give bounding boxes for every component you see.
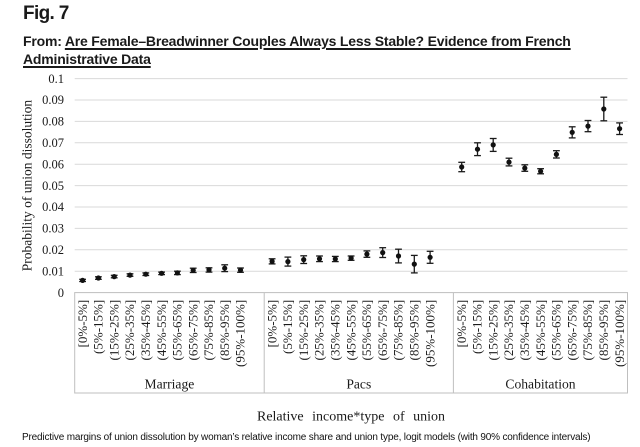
- svg-text:0.08: 0.08: [42, 115, 64, 129]
- svg-text:0.03: 0.03: [42, 222, 64, 236]
- svg-text:(85%-95%]: (85%-95%]: [217, 300, 232, 361]
- svg-text:(5%-15%]: (5%-15%]: [91, 300, 106, 354]
- svg-text:0.09: 0.09: [42, 93, 64, 107]
- svg-text:(25%-35%]: (25%-35%]: [501, 300, 516, 361]
- svg-text:(95%-100%]: (95%-100%]: [612, 300, 627, 367]
- svg-text:0.1: 0.1: [48, 72, 64, 86]
- svg-text:(85%-95%]: (85%-95%]: [407, 300, 422, 361]
- svg-text:(75%-85%]: (75%-85%]: [201, 300, 216, 361]
- svg-text:(85%-95%]: (85%-95%]: [596, 300, 611, 361]
- svg-text:0: 0: [58, 286, 64, 300]
- svg-text:0.01: 0.01: [42, 264, 64, 278]
- svg-text:Relative income*type of union: Relative income*type of union: [257, 410, 445, 425]
- svg-text:0.06: 0.06: [42, 157, 64, 171]
- svg-text:Probability of union dissoluti: Probability of union dissolution: [20, 100, 35, 272]
- svg-text:Cohabitation: Cohabitation: [505, 377, 575, 392]
- svg-text:(55%-65%]: (55%-65%]: [359, 300, 374, 361]
- svg-text:(35%-45%]: (35%-45%]: [138, 300, 153, 361]
- svg-text:(45%-55%]: (45%-55%]: [343, 300, 358, 361]
- svg-text:(45%-55%]: (45%-55%]: [533, 300, 548, 361]
- svg-text:[0%-5%]: [0%-5%]: [454, 300, 469, 348]
- svg-text:(65%-75%]: (65%-75%]: [185, 300, 200, 361]
- svg-text:(25%-35%]: (25%-35%]: [312, 300, 327, 361]
- svg-text:(35%-45%]: (35%-45%]: [328, 300, 343, 361]
- svg-text:0.04: 0.04: [42, 200, 65, 214]
- svg-text:0.07: 0.07: [42, 136, 64, 150]
- svg-text:(25%-35%]: (25%-35%]: [122, 300, 137, 361]
- svg-text:(15%-25%]: (15%-25%]: [106, 300, 121, 361]
- svg-text:(15%-25%]: (15%-25%]: [485, 300, 500, 361]
- svg-text:(55%-65%]: (55%-65%]: [549, 300, 564, 361]
- svg-text:(95%-100%]: (95%-100%]: [422, 300, 437, 367]
- svg-text:(45%-55%]: (45%-55%]: [154, 300, 169, 361]
- svg-text:[0%-5%]: [0%-5%]: [75, 300, 90, 348]
- svg-text:(65%-75%]: (65%-75%]: [564, 300, 579, 361]
- svg-text:(35%-45%]: (35%-45%]: [517, 300, 532, 361]
- svg-text:(95%-100%]: (95%-100%]: [233, 300, 248, 367]
- svg-text:0.02: 0.02: [42, 243, 64, 257]
- svg-text:0.05: 0.05: [42, 179, 64, 193]
- svg-text:Pacs: Pacs: [346, 377, 371, 392]
- svg-text:(5%-15%]: (5%-15%]: [470, 300, 485, 354]
- svg-text:(5%-15%]: (5%-15%]: [280, 300, 295, 354]
- svg-text:(65%-75%]: (65%-75%]: [375, 300, 390, 361]
- svg-text:[0%-5%]: [0%-5%]: [264, 300, 279, 348]
- svg-text:(15%-25%]: (15%-25%]: [296, 300, 311, 361]
- svg-text:(55%-65%]: (55%-65%]: [170, 300, 185, 361]
- svg-text:Marriage: Marriage: [144, 377, 194, 392]
- svg-text:(75%-85%]: (75%-85%]: [580, 300, 595, 361]
- svg-text:(75%-85%]: (75%-85%]: [391, 300, 406, 361]
